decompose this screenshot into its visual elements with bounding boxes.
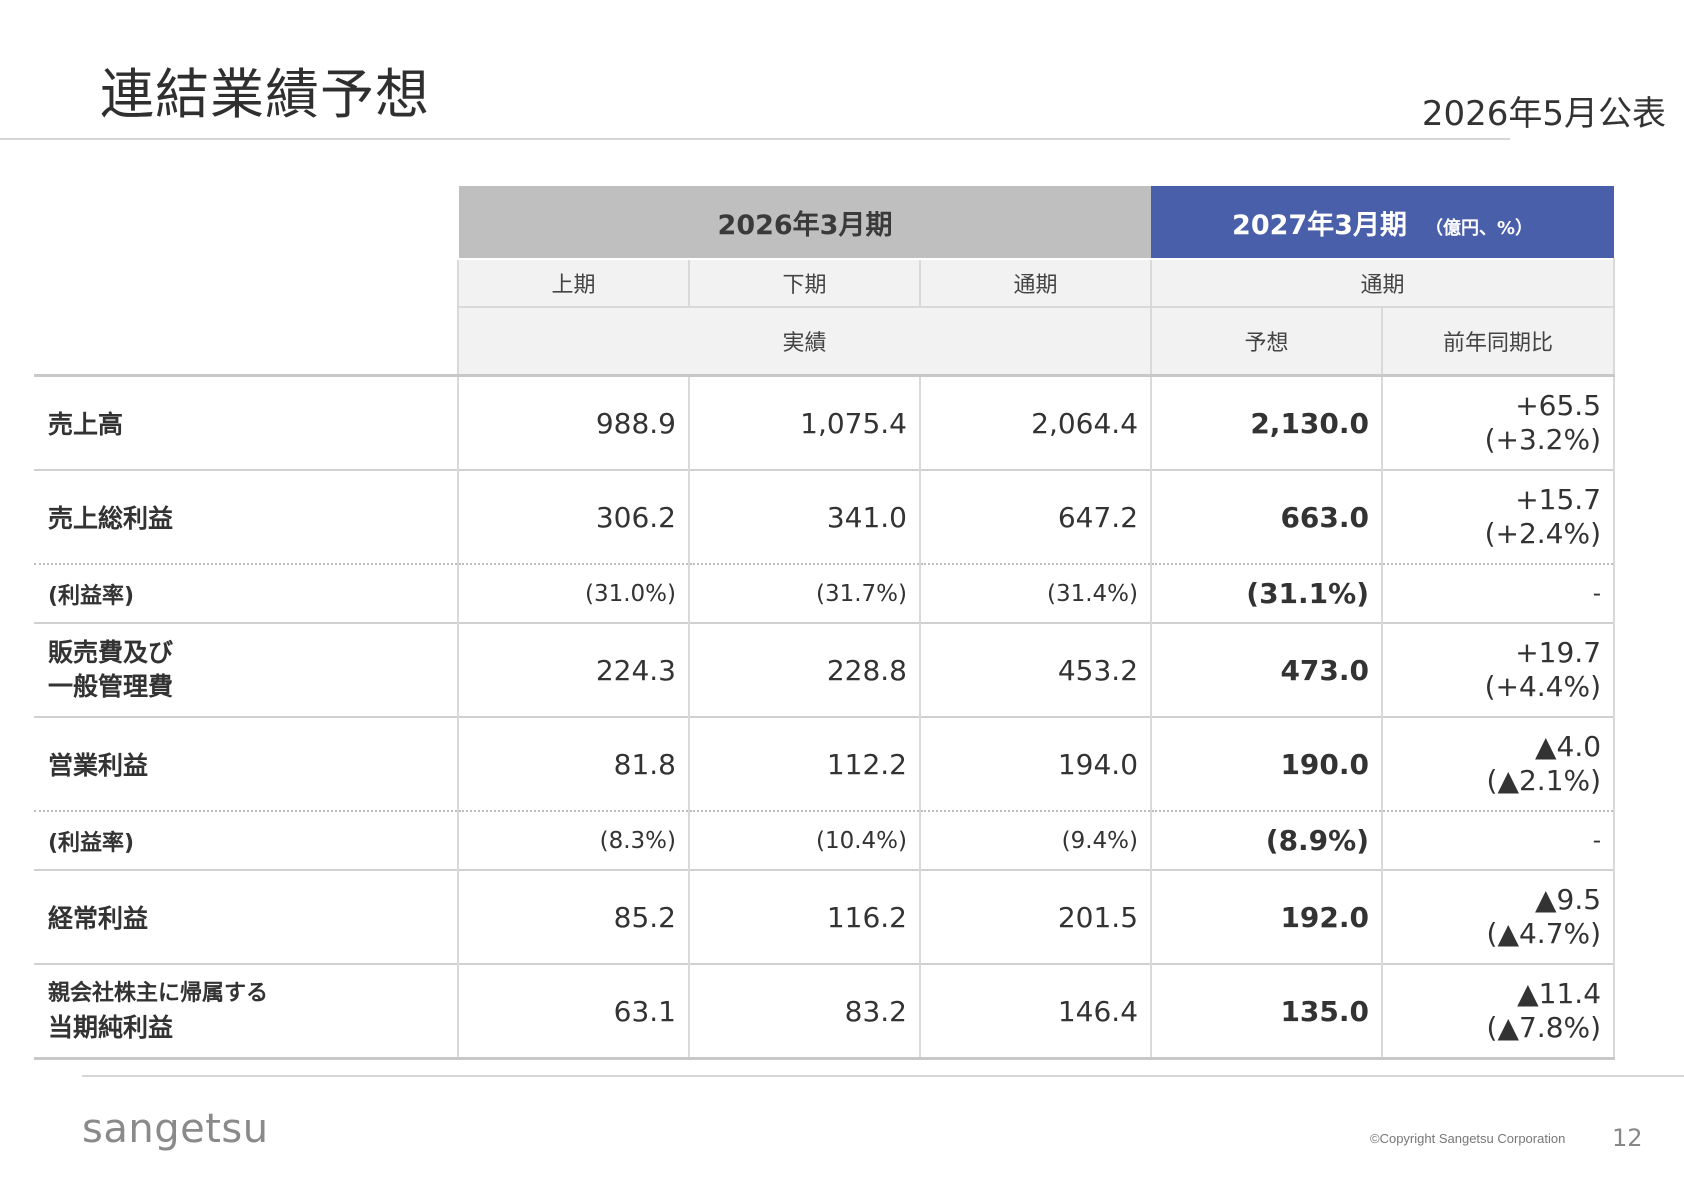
company-logo: sangetsu bbox=[82, 1106, 269, 1152]
yoy-value: +19.7 bbox=[1515, 636, 1602, 669]
cell-yoy: - bbox=[1381, 563, 1616, 623]
cell-h2: (31.7%) bbox=[688, 563, 920, 623]
cell-forecast: 135.0 bbox=[1150, 963, 1383, 1060]
row-label-line2: 一般管理費 bbox=[48, 672, 174, 701]
yoy-value: ▲11.4 bbox=[1517, 977, 1602, 1010]
table-row: (利益率) (8.3%) (10.4%) (9.4%) (8.9%) - bbox=[34, 810, 1616, 870]
table-row: 営業利益 81.8 112.2 194.0 190.0 ▲4.0 (▲2.1%) bbox=[34, 716, 1616, 811]
table-row: (利益率) (31.0%) (31.7%) (31.4%) (31.1%) - bbox=[34, 563, 1616, 623]
yoy-value: +65.5 bbox=[1515, 389, 1602, 422]
sub-period-row: 上期 下期 通期 通期 bbox=[34, 258, 1616, 307]
cell-full: (31.4%) bbox=[918, 563, 1152, 623]
cell-forecast: 663.0 bbox=[1150, 469, 1383, 564]
col-yoy: 前年同期比 bbox=[1381, 306, 1616, 377]
cell-full: 146.4 bbox=[918, 963, 1152, 1060]
col-forecast: 予想 bbox=[1150, 306, 1383, 377]
col-full: 通期 bbox=[918, 258, 1152, 307]
page-number: 12 bbox=[1612, 1124, 1643, 1152]
cell-full: (9.4%) bbox=[918, 810, 1152, 870]
cell-yoy: ▲4.0 (▲2.1%) bbox=[1381, 716, 1616, 811]
yoy-percent: (▲4.7%) bbox=[1486, 917, 1602, 950]
row-label: 経常利益 bbox=[34, 869, 458, 964]
cell-full: 201.5 bbox=[918, 869, 1152, 964]
period-next-label: 2027年3月期 bbox=[1232, 209, 1407, 241]
yoy-percent: (+3.2%) bbox=[1484, 423, 1602, 456]
row-label: (利益率) bbox=[34, 810, 458, 870]
table-row: 経常利益 85.2 116.2 201.5 192.0 ▲9.5 (▲4.7%) bbox=[34, 869, 1616, 964]
yoy-value: ▲9.5 bbox=[1534, 883, 1602, 916]
cell-forecast: 473.0 bbox=[1150, 622, 1383, 717]
cell-yoy: ▲11.4 (▲7.8%) bbox=[1381, 963, 1616, 1060]
cell-h1: (31.0%) bbox=[457, 563, 689, 623]
cell-full: 453.2 bbox=[918, 622, 1152, 717]
cell-yoy: - bbox=[1381, 810, 1616, 870]
row-label-line1: 親会社株主に帰属する bbox=[48, 981, 269, 1006]
col-full-next: 通期 bbox=[1150, 258, 1616, 307]
period-prev-header: 2026年3月期 bbox=[456, 186, 1152, 259]
cell-h2: 112.2 bbox=[688, 716, 920, 811]
row-label: 売上高 bbox=[34, 374, 458, 470]
table-row: 売上総利益 306.2 341.0 647.2 663.0 +15.7 (+2.4… bbox=[34, 469, 1616, 564]
cell-forecast: (8.9%) bbox=[1150, 810, 1383, 870]
cell-h1: 85.2 bbox=[457, 869, 689, 964]
cell-yoy: +15.7 (+2.4%) bbox=[1381, 469, 1616, 564]
cell-full: 2,064.4 bbox=[918, 374, 1152, 470]
yoy-value: ▲4.0 bbox=[1534, 730, 1602, 763]
cell-yoy: +65.5 (+3.2%) bbox=[1381, 374, 1616, 470]
yoy-percent: (+2.4%) bbox=[1484, 517, 1602, 550]
cell-h1: (8.3%) bbox=[457, 810, 689, 870]
cell-forecast: 2,130.0 bbox=[1150, 374, 1383, 470]
cell-h2: 228.8 bbox=[688, 622, 920, 717]
cell-h1: 224.3 bbox=[457, 622, 689, 717]
cell-forecast: 190.0 bbox=[1150, 716, 1383, 811]
cell-h1: 306.2 bbox=[457, 469, 689, 564]
yoy-percent: (+4.4%) bbox=[1484, 670, 1602, 703]
row-label-line1: 販売費及び bbox=[48, 638, 174, 667]
col-actual: 実績 bbox=[456, 306, 1152, 377]
unit-label: （億円、%） bbox=[1424, 217, 1534, 239]
cell-h1: 81.8 bbox=[457, 716, 689, 811]
copyright: ©Copyright Sangetsu Corporation bbox=[1370, 1131, 1566, 1146]
row-label: 販売費及び一般管理費 bbox=[34, 622, 458, 717]
row-label: 親会社株主に帰属する当期純利益 bbox=[34, 963, 458, 1060]
cell-yoy: ▲9.5 (▲4.7%) bbox=[1381, 869, 1616, 964]
cell-full: 647.2 bbox=[918, 469, 1152, 564]
cell-h2: 116.2 bbox=[688, 869, 920, 964]
type-row: 実績 予想 前年同期比 bbox=[34, 306, 1616, 377]
table-row: 販売費及び一般管理費 224.3 228.8 453.2 473.0 +19.7… bbox=[34, 622, 1616, 717]
cell-h2: 341.0 bbox=[688, 469, 920, 564]
table-row: 売上高 988.9 1,075.4 2,064.4 2,130.0 +65.5(… bbox=[34, 374, 1616, 470]
col-h2: 下期 bbox=[688, 258, 920, 307]
cell-h2: (10.4%) bbox=[688, 810, 920, 870]
cell-h2: 1,075.4 bbox=[688, 374, 920, 470]
period-next-header: 2027年3月期 （億円、%） bbox=[1151, 186, 1615, 259]
yoy-value: +15.7 bbox=[1515, 483, 1602, 516]
cell-yoy: +19.7 (+4.4%) bbox=[1381, 622, 1616, 717]
row-label: 営業利益 bbox=[34, 716, 458, 811]
header-divider bbox=[0, 138, 1510, 140]
yoy-percent: (▲7.8%) bbox=[1486, 1011, 1602, 1044]
table-row: 親会社株主に帰属する当期純利益 63.1 83.2 146.4 135.0 ▲1… bbox=[34, 963, 1616, 1060]
period-header-row: 2026年3月期 2027年3月期 （億円、%） bbox=[34, 186, 1615, 259]
row-label: (利益率) bbox=[34, 563, 458, 623]
cell-forecast: 192.0 bbox=[1150, 869, 1383, 964]
yoy-percent: (▲2.1%) bbox=[1486, 764, 1602, 797]
cell-h1: 988.9 bbox=[457, 374, 689, 470]
col-h1: 上期 bbox=[457, 258, 689, 307]
forecast-table: 2026年3月期 2027年3月期 （億円、%） 上期 下期 通期 通期 実績 予… bbox=[34, 186, 1616, 1060]
cell-h1: 63.1 bbox=[457, 963, 689, 1060]
cell-full: 194.0 bbox=[918, 716, 1152, 811]
announcement-date: 2026年5月公表 bbox=[1421, 94, 1666, 134]
row-label-line2: 当期純利益 bbox=[48, 1013, 174, 1042]
row-label: 売上総利益 bbox=[34, 469, 458, 564]
page-title: 連結業績予想 bbox=[100, 63, 430, 126]
cell-forecast: (31.1%) bbox=[1150, 563, 1383, 623]
footer-divider bbox=[82, 1075, 1684, 1077]
cell-h2: 83.2 bbox=[688, 963, 920, 1060]
